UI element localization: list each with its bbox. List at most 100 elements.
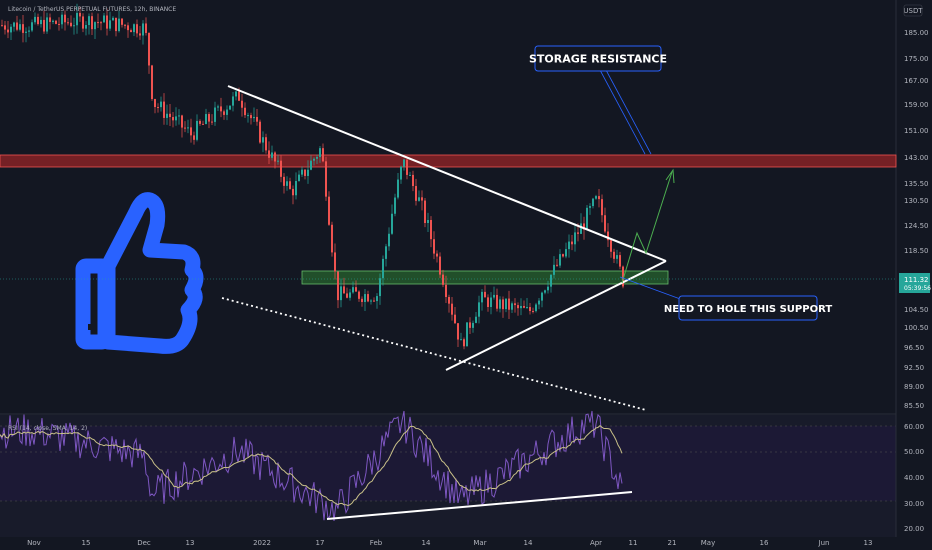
candle bbox=[199, 120, 201, 124]
candle bbox=[376, 296, 378, 302]
last-price-label: 111.32 05:39:56 bbox=[899, 273, 931, 293]
candle bbox=[172, 117, 174, 121]
candle bbox=[289, 181, 291, 189]
last-price-value: 111.32 bbox=[904, 276, 929, 284]
candle bbox=[130, 30, 132, 33]
candle bbox=[571, 241, 573, 245]
candle bbox=[70, 22, 72, 27]
candle bbox=[133, 24, 135, 33]
rsi-axis: 60.00 50.00 40.00 30.00 20.00 bbox=[904, 423, 924, 533]
candle bbox=[544, 290, 546, 293]
candle bbox=[409, 174, 411, 176]
resistance-callout-leader-2 bbox=[605, 69, 652, 155]
candle bbox=[568, 241, 570, 250]
time-axis: Nov 15 Dec 13 2022 17 Feb 14 Mar 14 Apr … bbox=[27, 539, 872, 547]
candle bbox=[157, 107, 159, 109]
resistance-callout-text: STORAGE RESISTANCE bbox=[529, 53, 667, 66]
price-tick: 100.50 bbox=[904, 324, 929, 332]
price-tick: 167.00 bbox=[904, 77, 929, 85]
candle bbox=[181, 115, 183, 128]
candle bbox=[424, 200, 426, 224]
candle bbox=[226, 109, 228, 115]
candle bbox=[478, 302, 480, 317]
candle bbox=[142, 23, 144, 36]
candle bbox=[1, 25, 3, 27]
resistance-zone[interactable] bbox=[0, 154, 897, 168]
candle bbox=[196, 120, 198, 140]
candle bbox=[547, 286, 549, 291]
candle bbox=[382, 258, 384, 279]
candle bbox=[310, 160, 312, 170]
candle bbox=[58, 23, 60, 25]
time-tick: 11 bbox=[629, 539, 638, 547]
candle bbox=[502, 299, 504, 310]
candle bbox=[577, 232, 579, 234]
countdown: 05:39:56 bbox=[904, 285, 931, 292]
candle bbox=[79, 12, 81, 17]
candle bbox=[259, 121, 261, 143]
resistance-callout[interactable]: STORAGE RESISTANCE bbox=[529, 45, 667, 72]
candle bbox=[517, 305, 519, 309]
candle bbox=[232, 96, 234, 106]
rsi-header: RSI (14, close, SMA, 14, 2) bbox=[8, 425, 87, 432]
candle bbox=[238, 91, 240, 101]
candle bbox=[592, 198, 594, 207]
candle bbox=[205, 114, 207, 125]
candle bbox=[619, 255, 621, 267]
candle bbox=[151, 65, 153, 100]
lower-dotted-trendline[interactable] bbox=[221, 297, 647, 411]
candle bbox=[367, 294, 369, 302]
candle bbox=[13, 22, 15, 27]
support-callout-leader bbox=[619, 276, 684, 301]
candle bbox=[469, 322, 471, 328]
candle bbox=[439, 256, 441, 275]
candle bbox=[373, 300, 375, 302]
candle bbox=[538, 300, 540, 305]
candle bbox=[433, 239, 435, 254]
candle bbox=[244, 107, 246, 116]
support-zone[interactable] bbox=[301, 270, 669, 285]
candle bbox=[292, 188, 294, 196]
currency-badge[interactable] bbox=[903, 4, 923, 17]
candle bbox=[301, 169, 303, 175]
support-callout[interactable]: NEED TO HOLE THIS SUPPORT bbox=[664, 295, 832, 321]
candle bbox=[169, 113, 171, 118]
candle bbox=[337, 271, 339, 301]
candle bbox=[163, 101, 165, 118]
candle bbox=[208, 114, 210, 122]
candle bbox=[190, 127, 192, 136]
candle bbox=[520, 305, 522, 309]
candle bbox=[412, 174, 414, 187]
candle bbox=[286, 181, 288, 186]
time-tick: 14 bbox=[524, 539, 533, 547]
price-tick: 96.50 bbox=[904, 344, 924, 352]
ascending-trendline[interactable] bbox=[445, 260, 667, 371]
candle bbox=[442, 274, 444, 285]
candle bbox=[283, 176, 285, 186]
candle bbox=[139, 33, 141, 36]
candle bbox=[271, 152, 273, 158]
candle bbox=[421, 197, 423, 201]
candle bbox=[403, 159, 405, 167]
time-tick: 14 bbox=[422, 539, 431, 547]
candle bbox=[508, 298, 510, 310]
projection-arrow-icon bbox=[665, 168, 675, 184]
rsi-tick: 20.00 bbox=[904, 525, 924, 533]
candle bbox=[361, 298, 363, 302]
price-tick: 151.00 bbox=[904, 127, 929, 135]
candle bbox=[451, 303, 453, 315]
descending-trendline[interactable] bbox=[227, 85, 667, 262]
candle bbox=[265, 137, 267, 151]
candle bbox=[484, 291, 486, 298]
candle bbox=[277, 160, 279, 162]
candle bbox=[331, 224, 333, 253]
candle bbox=[565, 249, 567, 257]
candle bbox=[343, 286, 345, 294]
candle bbox=[268, 150, 270, 158]
candle bbox=[562, 254, 564, 257]
candle bbox=[46, 17, 48, 32]
rsi-divergence-line[interactable] bbox=[326, 491, 633, 520]
candle bbox=[295, 180, 297, 196]
candle bbox=[34, 16, 36, 23]
